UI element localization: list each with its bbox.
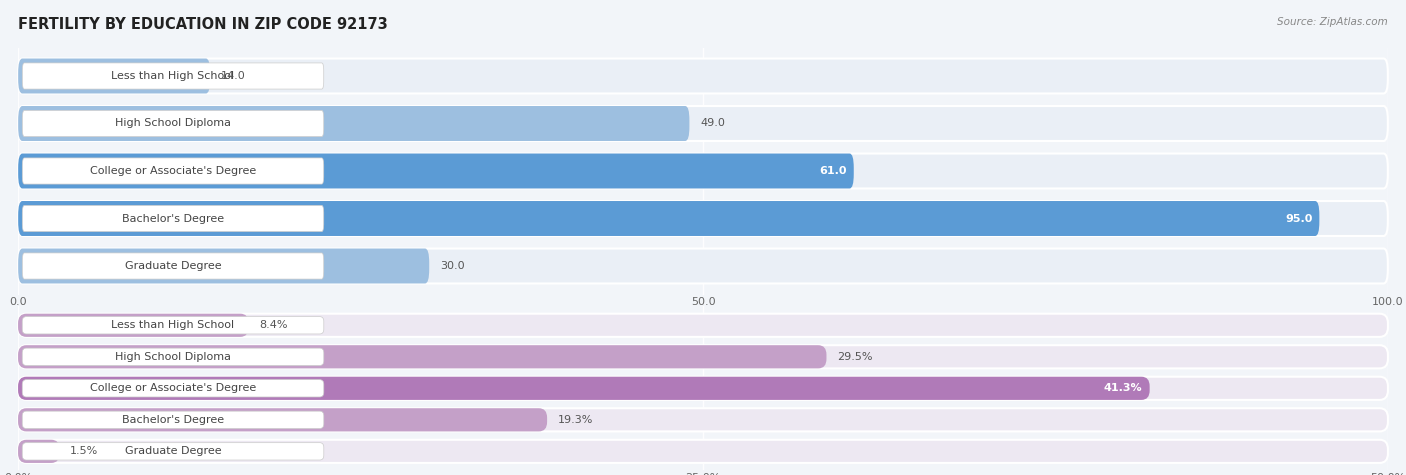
Text: 1.5%: 1.5% xyxy=(70,446,98,456)
Text: Graduate Degree: Graduate Degree xyxy=(125,446,221,456)
Text: Graduate Degree: Graduate Degree xyxy=(125,261,221,271)
Text: 14.0: 14.0 xyxy=(221,71,246,81)
Text: Less than High School: Less than High School xyxy=(111,320,235,330)
FancyBboxPatch shape xyxy=(18,248,1388,284)
FancyBboxPatch shape xyxy=(18,377,1150,400)
Text: 30.0: 30.0 xyxy=(440,261,465,271)
FancyBboxPatch shape xyxy=(22,111,323,137)
FancyBboxPatch shape xyxy=(18,153,853,189)
Text: 49.0: 49.0 xyxy=(700,118,725,129)
FancyBboxPatch shape xyxy=(18,58,209,94)
Text: FERTILITY BY EDUCATION IN ZIP CODE 92173: FERTILITY BY EDUCATION IN ZIP CODE 92173 xyxy=(18,17,388,32)
FancyBboxPatch shape xyxy=(18,201,1319,236)
Text: 19.3%: 19.3% xyxy=(558,415,593,425)
FancyBboxPatch shape xyxy=(18,58,1388,94)
FancyBboxPatch shape xyxy=(18,314,249,337)
FancyBboxPatch shape xyxy=(18,345,827,369)
FancyBboxPatch shape xyxy=(22,380,323,397)
Text: High School Diploma: High School Diploma xyxy=(115,118,231,129)
Text: 41.3%: 41.3% xyxy=(1104,383,1143,393)
Text: 8.4%: 8.4% xyxy=(259,320,288,330)
Text: Bachelor's Degree: Bachelor's Degree xyxy=(122,415,224,425)
FancyBboxPatch shape xyxy=(22,205,323,232)
Text: Source: ZipAtlas.com: Source: ZipAtlas.com xyxy=(1277,17,1388,27)
FancyBboxPatch shape xyxy=(18,377,1388,400)
FancyBboxPatch shape xyxy=(22,158,323,184)
Text: Bachelor's Degree: Bachelor's Degree xyxy=(122,213,224,224)
Text: College or Associate's Degree: College or Associate's Degree xyxy=(90,383,256,393)
FancyBboxPatch shape xyxy=(18,440,59,463)
Text: College or Associate's Degree: College or Associate's Degree xyxy=(90,166,256,176)
FancyBboxPatch shape xyxy=(22,348,323,365)
FancyBboxPatch shape xyxy=(18,201,1388,236)
FancyBboxPatch shape xyxy=(18,440,1388,463)
Text: Less than High School: Less than High School xyxy=(111,71,235,81)
FancyBboxPatch shape xyxy=(22,411,323,428)
FancyBboxPatch shape xyxy=(22,443,323,460)
FancyBboxPatch shape xyxy=(22,63,323,89)
Text: High School Diploma: High School Diploma xyxy=(115,352,231,362)
FancyBboxPatch shape xyxy=(18,314,1388,337)
FancyBboxPatch shape xyxy=(22,253,323,279)
Text: 61.0: 61.0 xyxy=(820,166,846,176)
Text: 29.5%: 29.5% xyxy=(837,352,873,362)
Text: 95.0: 95.0 xyxy=(1285,213,1312,224)
FancyBboxPatch shape xyxy=(22,317,323,334)
FancyBboxPatch shape xyxy=(18,408,547,431)
FancyBboxPatch shape xyxy=(18,106,689,141)
FancyBboxPatch shape xyxy=(18,345,1388,369)
FancyBboxPatch shape xyxy=(18,153,1388,189)
FancyBboxPatch shape xyxy=(18,106,1388,141)
FancyBboxPatch shape xyxy=(18,408,1388,431)
FancyBboxPatch shape xyxy=(18,248,429,284)
